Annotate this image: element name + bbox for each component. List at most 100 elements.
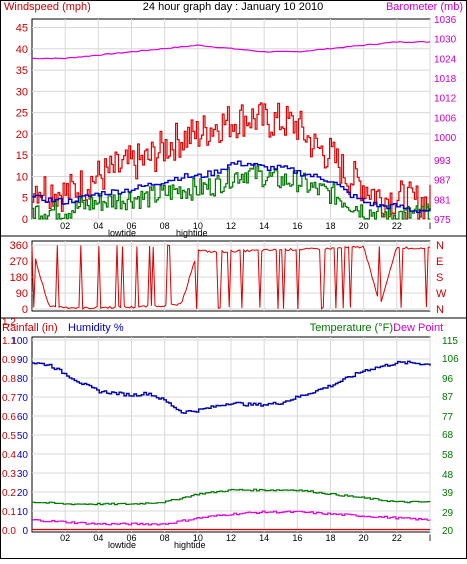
wind-x-tick-11: I bbox=[429, 221, 432, 231]
humidity-tick-9: 90 bbox=[17, 355, 29, 366]
barometer-series bbox=[31, 40, 431, 60]
baro-right-tick-6: 1012 bbox=[434, 94, 457, 105]
humidity-temp-panel: 0 10 20 30 40 50 60 70 80 90 100 0.0 0.1 0.2 0.3 0.4 0.5… bbox=[2, 317, 459, 550]
baro-right-tick-2: 987 bbox=[434, 176, 451, 187]
rain-tick-10: 1.1 bbox=[2, 336, 16, 347]
hightide-label-2: hightide bbox=[174, 540, 206, 550]
wind-x-tick-9: 20 bbox=[359, 221, 369, 231]
temperature-series bbox=[32, 488, 431, 506]
wind-average-series bbox=[32, 160, 431, 214]
direction-left-ticks: 0 90 180 270 360 bbox=[10, 240, 28, 316]
wind-x-tick-1: 04 bbox=[93, 221, 103, 231]
chart-title: 24 hour graph day : January 10 2010 bbox=[143, 1, 323, 13]
wind-left-tick-6: 30 bbox=[16, 86, 28, 98]
wind-left-tick-2: 10 bbox=[16, 171, 28, 183]
hum-x-tick-7: 16 bbox=[292, 533, 302, 543]
dir-left-tick-2: 180 bbox=[10, 272, 28, 284]
baro-right-tick-3: 993 bbox=[434, 156, 451, 167]
humidity-tick-0: 0 bbox=[22, 526, 28, 537]
temp-tick-0: 20 bbox=[442, 526, 454, 537]
compass-label-3: W bbox=[436, 288, 447, 300]
wind-left-tick-1: 5 bbox=[22, 193, 28, 205]
compass-label-0: N bbox=[436, 240, 444, 252]
humidity-tick-1: 10 bbox=[17, 507, 29, 518]
hightide-label-1: hightide bbox=[176, 228, 208, 238]
temperature-axis-title: Temperature (°F) bbox=[310, 322, 393, 334]
baro-right-tick-10: 1036 bbox=[434, 15, 457, 26]
windspeed-series bbox=[32, 102, 431, 220]
baro-right-tick-1: 981 bbox=[434, 195, 451, 206]
hum-x-tick-6: 14 bbox=[259, 533, 269, 543]
direction-grid bbox=[32, 241, 431, 311]
temp-tick-1: 29 bbox=[442, 508, 454, 519]
humidity-axis-title: Humidity % bbox=[68, 322, 124, 334]
wind-left-tick-9: 45 bbox=[16, 23, 28, 35]
baro-right-tick-8: 1024 bbox=[434, 54, 457, 65]
humidity-tick-5: 50 bbox=[17, 431, 29, 442]
dir-left-tick-1: 90 bbox=[16, 288, 28, 300]
humidity-tick-6: 60 bbox=[17, 412, 29, 423]
hum-x-tick-0: 02 bbox=[60, 533, 70, 543]
rain-tick-2: 0.2 bbox=[2, 488, 16, 499]
compass-label-4: N bbox=[436, 304, 444, 316]
wind-x-tick-6: 14 bbox=[259, 221, 269, 231]
baro-right-tick-5: 1006 bbox=[434, 113, 457, 124]
humidity-series bbox=[32, 360, 431, 414]
hum-x-tick-1: 04 bbox=[93, 533, 103, 543]
wind-left-tick-0: 0 bbox=[22, 214, 28, 226]
baro-right-tick-4: 1000 bbox=[434, 133, 457, 144]
temp-tick-6: 77 bbox=[442, 412, 454, 423]
dir-left-tick-4: 360 bbox=[10, 240, 28, 252]
hum-x-tick-4: 10 bbox=[193, 533, 203, 543]
windspeed-axis-title: Windspeed (mph) bbox=[4, 1, 91, 13]
humidity-tick-2: 20 bbox=[17, 488, 29, 499]
lowtide-label-2: lowtide bbox=[108, 540, 136, 550]
baro-right-tick-7: 1018 bbox=[434, 74, 457, 85]
wind-x-tick-2: 06 bbox=[126, 221, 136, 231]
wind-left-tick-3: 15 bbox=[16, 150, 28, 162]
lowtide-label-1: lowtide bbox=[108, 228, 136, 238]
wind-x-tick-3: 08 bbox=[160, 221, 170, 231]
rain-tick-7: 0.7 bbox=[2, 393, 16, 404]
wind-x-tick-4: 10 bbox=[193, 221, 203, 231]
hum-x-tick-5: 12 bbox=[226, 533, 236, 543]
compass-label-2: S bbox=[436, 272, 443, 284]
temp-tick-10: 115 bbox=[442, 336, 458, 347]
hum-x-tick-11: I bbox=[429, 533, 432, 543]
hum-x-tick-9: 20 bbox=[359, 533, 369, 543]
temp-tick-4: 58 bbox=[442, 450, 454, 461]
rain-tick-6: 0.6 bbox=[2, 412, 16, 423]
wind-direction-series bbox=[31, 244, 430, 310]
wind-base-series bbox=[32, 163, 430, 220]
compass-label-1: E bbox=[436, 256, 443, 268]
wind-left-tick-4: 20 bbox=[16, 129, 28, 141]
baro-right-tick-9: 1030 bbox=[434, 35, 457, 46]
rain-tick-9: 0.9 bbox=[2, 355, 16, 366]
temperature-right-ticks: 20 29 39 48 58 68 77 87 96 106 115 bbox=[442, 336, 459, 537]
baro-right-tick-0: 975 bbox=[434, 215, 451, 226]
humidity-tick-4: 40 bbox=[17, 450, 29, 461]
dir-left-tick-3: 270 bbox=[10, 256, 28, 268]
wind-x-tick-8: 18 bbox=[325, 221, 335, 231]
wind-left-tick-8: 40 bbox=[16, 44, 28, 56]
humidity-x-ticks: 02 04 06 08 10 12 14 16 18 20 22 I bbox=[60, 533, 431, 543]
wind-x-tick-5: 12 bbox=[226, 221, 236, 231]
hum-x-tick-10: 22 bbox=[392, 533, 402, 543]
rain-tick-8: 0.8 bbox=[2, 374, 16, 385]
temp-tick-5: 68 bbox=[442, 430, 454, 441]
rain-tick-11: 1.2 bbox=[2, 317, 16, 328]
humidity-tick-10: 100 bbox=[11, 336, 28, 347]
temp-tick-7: 87 bbox=[442, 392, 454, 403]
temp-tick-8: 96 bbox=[442, 374, 454, 385]
wind-x-tick-0: 02 bbox=[60, 221, 70, 231]
wind-x-tick-7: 16 bbox=[292, 221, 302, 231]
wind-x-tick-10: 22 bbox=[392, 221, 402, 231]
dir-left-tick-0: 0 bbox=[22, 304, 28, 316]
rain-tick-3: 0.3 bbox=[2, 469, 16, 480]
